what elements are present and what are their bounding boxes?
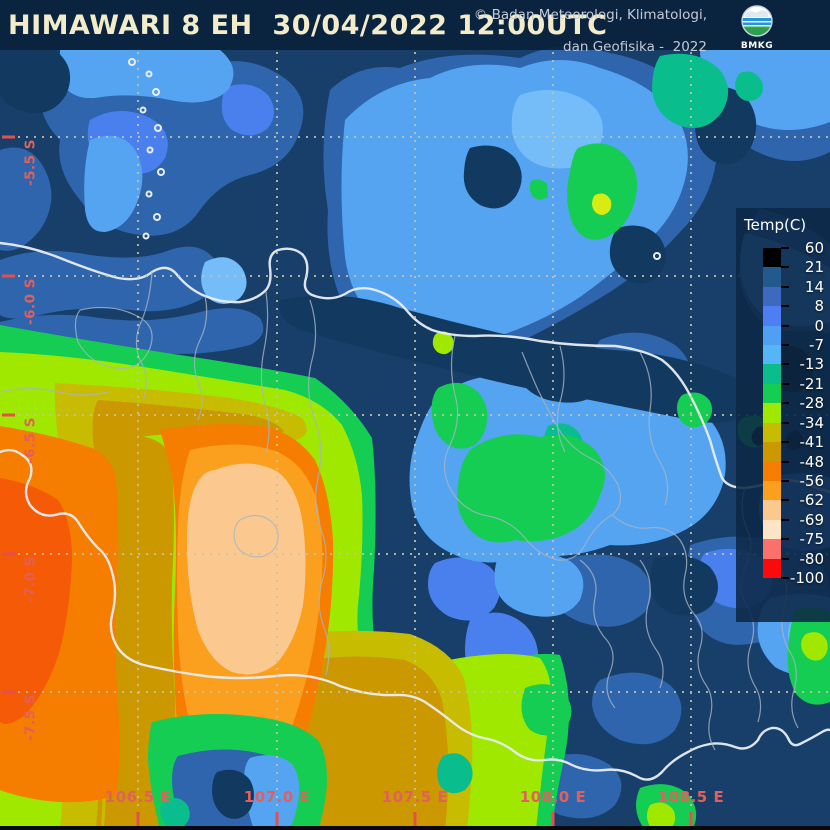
latitude-label: -6.0 S <box>22 278 39 325</box>
longitude-label: 108.0 E <box>519 788 587 806</box>
copyright-line1: © Badan Meteorologi, Klimatologi, <box>473 7 707 23</box>
latitude-label: -7.5 S <box>22 694 39 741</box>
longitude-label: 107.5 E <box>381 788 449 806</box>
legend-tick <box>781 441 789 444</box>
header-title: HIMAWARI 8 EH 30/04/2022 12:00UTC <box>8 10 608 41</box>
temp-legend: Temp(C) 60 21 14 8 0 -7 -13 -21 -28 -34 -41 -48 -56-… <box>736 208 830 622</box>
legend-tick <box>781 479 789 482</box>
legend-value-label: -80 <box>799 549 825 568</box>
legend-segment <box>763 500 781 521</box>
copyright-line2: dan Geofisika - 2022 <box>563 39 707 55</box>
legend-tick <box>781 402 789 405</box>
legend-segment <box>763 345 781 365</box>
legend-value-label: -69 <box>799 510 825 529</box>
legend-value-label: 0 <box>814 316 824 335</box>
legend-value-label: -28 <box>799 394 825 413</box>
legend-segment <box>763 461 781 482</box>
legend-value-label: -75 <box>799 530 825 549</box>
legend-value-label: -34 <box>799 413 825 432</box>
legend-value-label: 14 <box>804 277 824 296</box>
latitude-label: -7.0 S <box>22 556 39 603</box>
legend-tick <box>781 499 789 502</box>
legend-value-label: 8 <box>814 297 824 316</box>
legend-tick <box>781 577 789 579</box>
legend-tick <box>781 460 789 463</box>
legend-tick <box>781 344 789 347</box>
legend-value-label: -13 <box>799 355 825 374</box>
legend-segment <box>763 267 781 288</box>
legend-segment <box>763 519 781 540</box>
legend-tick <box>781 538 789 541</box>
bottom-frame-bar <box>0 826 830 830</box>
legend-value-label: 60 <box>804 239 824 257</box>
bmkg-logo-caption: BMKG <box>740 41 774 51</box>
legend-segment <box>763 539 781 560</box>
legend-tick <box>781 305 789 308</box>
legend-value-label: 21 <box>804 258 824 277</box>
legend-tick <box>781 557 789 560</box>
header-bar: HIMAWARI 8 EH 30/04/2022 12:00UTC © Bada… <box>0 0 830 55</box>
latitude-label: -6.5 S <box>22 417 39 464</box>
legend-segment <box>763 558 781 579</box>
longitude-label: 106.5 E <box>104 788 172 806</box>
legend-segment <box>763 248 781 268</box>
legend-value-label: -7 <box>809 336 824 355</box>
legend-tick <box>781 382 789 385</box>
legend-segment <box>763 403 781 424</box>
temp-legend-colorbar <box>763 248 781 579</box>
cloud-layer-yellow-cores <box>432 193 612 355</box>
island-specks <box>128 58 661 260</box>
legend-tick <box>781 421 789 424</box>
longitude-label: 107.0 E <box>243 788 311 806</box>
legend-segment <box>763 422 781 443</box>
legend-value-label: -100 <box>789 569 824 587</box>
legend-segment <box>763 325 781 346</box>
bmkg-logo-icon <box>741 5 773 37</box>
legend-tick <box>781 363 789 366</box>
legend-value-label: -41 <box>799 433 825 452</box>
copyright-text: © Badan Meteorologi, Klimatologi, dan Ge… <box>474 7 707 55</box>
longitude-label: 108.5 E <box>657 788 725 806</box>
legend-tick <box>781 266 789 269</box>
legend-segment <box>763 383 781 404</box>
temp-legend-title: Temp(C) <box>744 216 807 234</box>
legend-tick <box>781 247 789 249</box>
legend-value-label: -56 <box>799 471 825 490</box>
legend-segment <box>763 306 781 327</box>
java-coastline <box>0 241 830 781</box>
legend-tick <box>781 324 789 327</box>
legend-value-label: -21 <box>799 374 825 393</box>
legend-segment <box>763 286 781 307</box>
legend-tick <box>781 518 789 521</box>
graticule-edge-ticks <box>2 135 693 826</box>
latitude-label: -5.5 S <box>22 139 39 186</box>
legend-segment <box>763 364 781 385</box>
legend-tick <box>781 285 789 288</box>
bmkg-logo: BMKG <box>738 4 776 51</box>
legend-segment <box>763 442 781 463</box>
legend-value-label: -48 <box>799 452 825 471</box>
cloud-layer-green-southeast <box>521 607 830 830</box>
cloud-valley-bottom <box>148 714 473 830</box>
legend-value-label: -62 <box>799 491 825 510</box>
legend-segment <box>763 480 781 501</box>
